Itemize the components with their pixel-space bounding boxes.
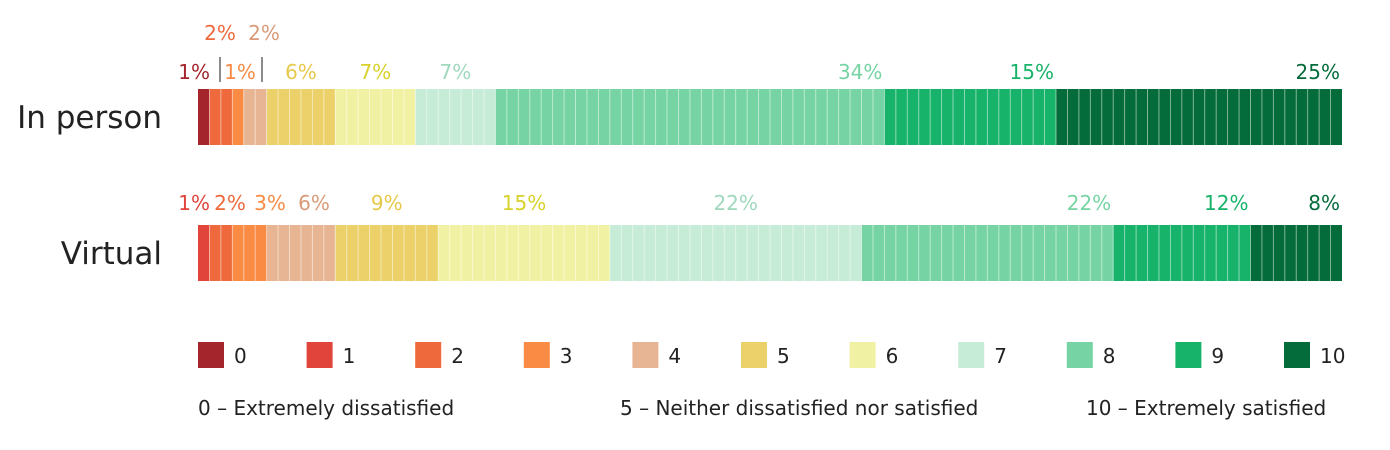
bar-virtual-6 <box>438 225 610 281</box>
scale-note-high: 10 – Extremely satisfied <box>1086 396 1327 420</box>
legend-label-5: 5 <box>777 344 790 368</box>
data-label-in-person-4: 2% <box>248 21 280 45</box>
data-label-virtual-2: 2% <box>214 191 246 215</box>
bar-in-person-0 <box>198 89 210 145</box>
legend-label-1: 1 <box>343 344 356 368</box>
data-label-virtual-8: 22% <box>1067 191 1111 215</box>
data-label-in-person-7: 7% <box>440 60 472 84</box>
legend-swatch-5 <box>741 342 767 368</box>
bar-stripes-virtual <box>208 225 1332 281</box>
data-label-in-person-6: 7% <box>359 60 391 84</box>
data-label-virtual-5: 9% <box>371 191 403 215</box>
data-label-in-person-0: 1% <box>178 60 210 84</box>
data-label-in-person-8: 34% <box>838 60 882 84</box>
legend-label-3: 3 <box>560 344 573 368</box>
legend-label-7: 7 <box>994 344 1007 368</box>
data-label-virtual-7: 22% <box>713 191 757 215</box>
bar-virtual-1 <box>198 225 210 281</box>
data-label-in-person-10: 25% <box>1296 60 1340 84</box>
legend-swatch-3 <box>523 342 550 368</box>
legend-swatch-7 <box>958 342 985 368</box>
legend-label-9: 9 <box>1211 344 1224 368</box>
bar-in-person-10 <box>1056 89 1342 145</box>
legend-swatch-1 <box>306 342 333 368</box>
legend-swatch-4 <box>632 342 659 368</box>
legend-label-8: 8 <box>1103 344 1116 368</box>
legend-label-4: 4 <box>668 344 681 368</box>
bar-virtual-5 <box>335 225 439 281</box>
bar-in-person-9 <box>884 89 1056 145</box>
legend-swatch-6 <box>849 342 876 368</box>
legend-label-2: 2 <box>451 344 464 368</box>
bar-in-person-7 <box>415 89 496 145</box>
data-label-virtual-1: 1% <box>178 191 210 215</box>
legend-swatch-2 <box>415 342 442 368</box>
legend-label-10: 10 <box>1320 344 1345 368</box>
bar-virtual-3 <box>232 225 267 281</box>
scale-note-low: 0 – Extremely dissatisfied <box>198 396 455 420</box>
data-label-virtual-10: 8% <box>1308 191 1340 215</box>
bar-in-person-3 <box>232 89 244 145</box>
scale-note-mid: 5 – Neither dissatisfied nor satisfied <box>620 396 979 420</box>
data-label-in-person-5: 6% <box>285 60 317 84</box>
data-label-virtual-4: 6% <box>298 191 330 215</box>
data-label-virtual-9: 12% <box>1204 191 1248 215</box>
legend-label-0: 0 <box>234 344 247 368</box>
bar-in-person-6 <box>335 89 416 145</box>
legend-swatch-9 <box>1175 342 1202 368</box>
data-label-in-person-9: 15% <box>1010 60 1054 84</box>
category-label-virtual: Virtual <box>61 236 162 272</box>
data-label-in-person-3: 1% <box>224 60 256 84</box>
legend-label-6: 6 <box>886 344 899 368</box>
data-label-virtual-6: 15% <box>502 191 546 215</box>
bar-stripes-in-person <box>208 89 1332 145</box>
legend-swatch-8 <box>1066 342 1093 368</box>
data-label-virtual-3: 3% <box>254 191 286 215</box>
legend-swatch-0 <box>198 342 224 368</box>
legend-swatch-10 <box>1284 342 1310 368</box>
category-label-in-person: In person <box>17 100 162 136</box>
data-label-in-person-2: 2% <box>204 21 236 45</box>
